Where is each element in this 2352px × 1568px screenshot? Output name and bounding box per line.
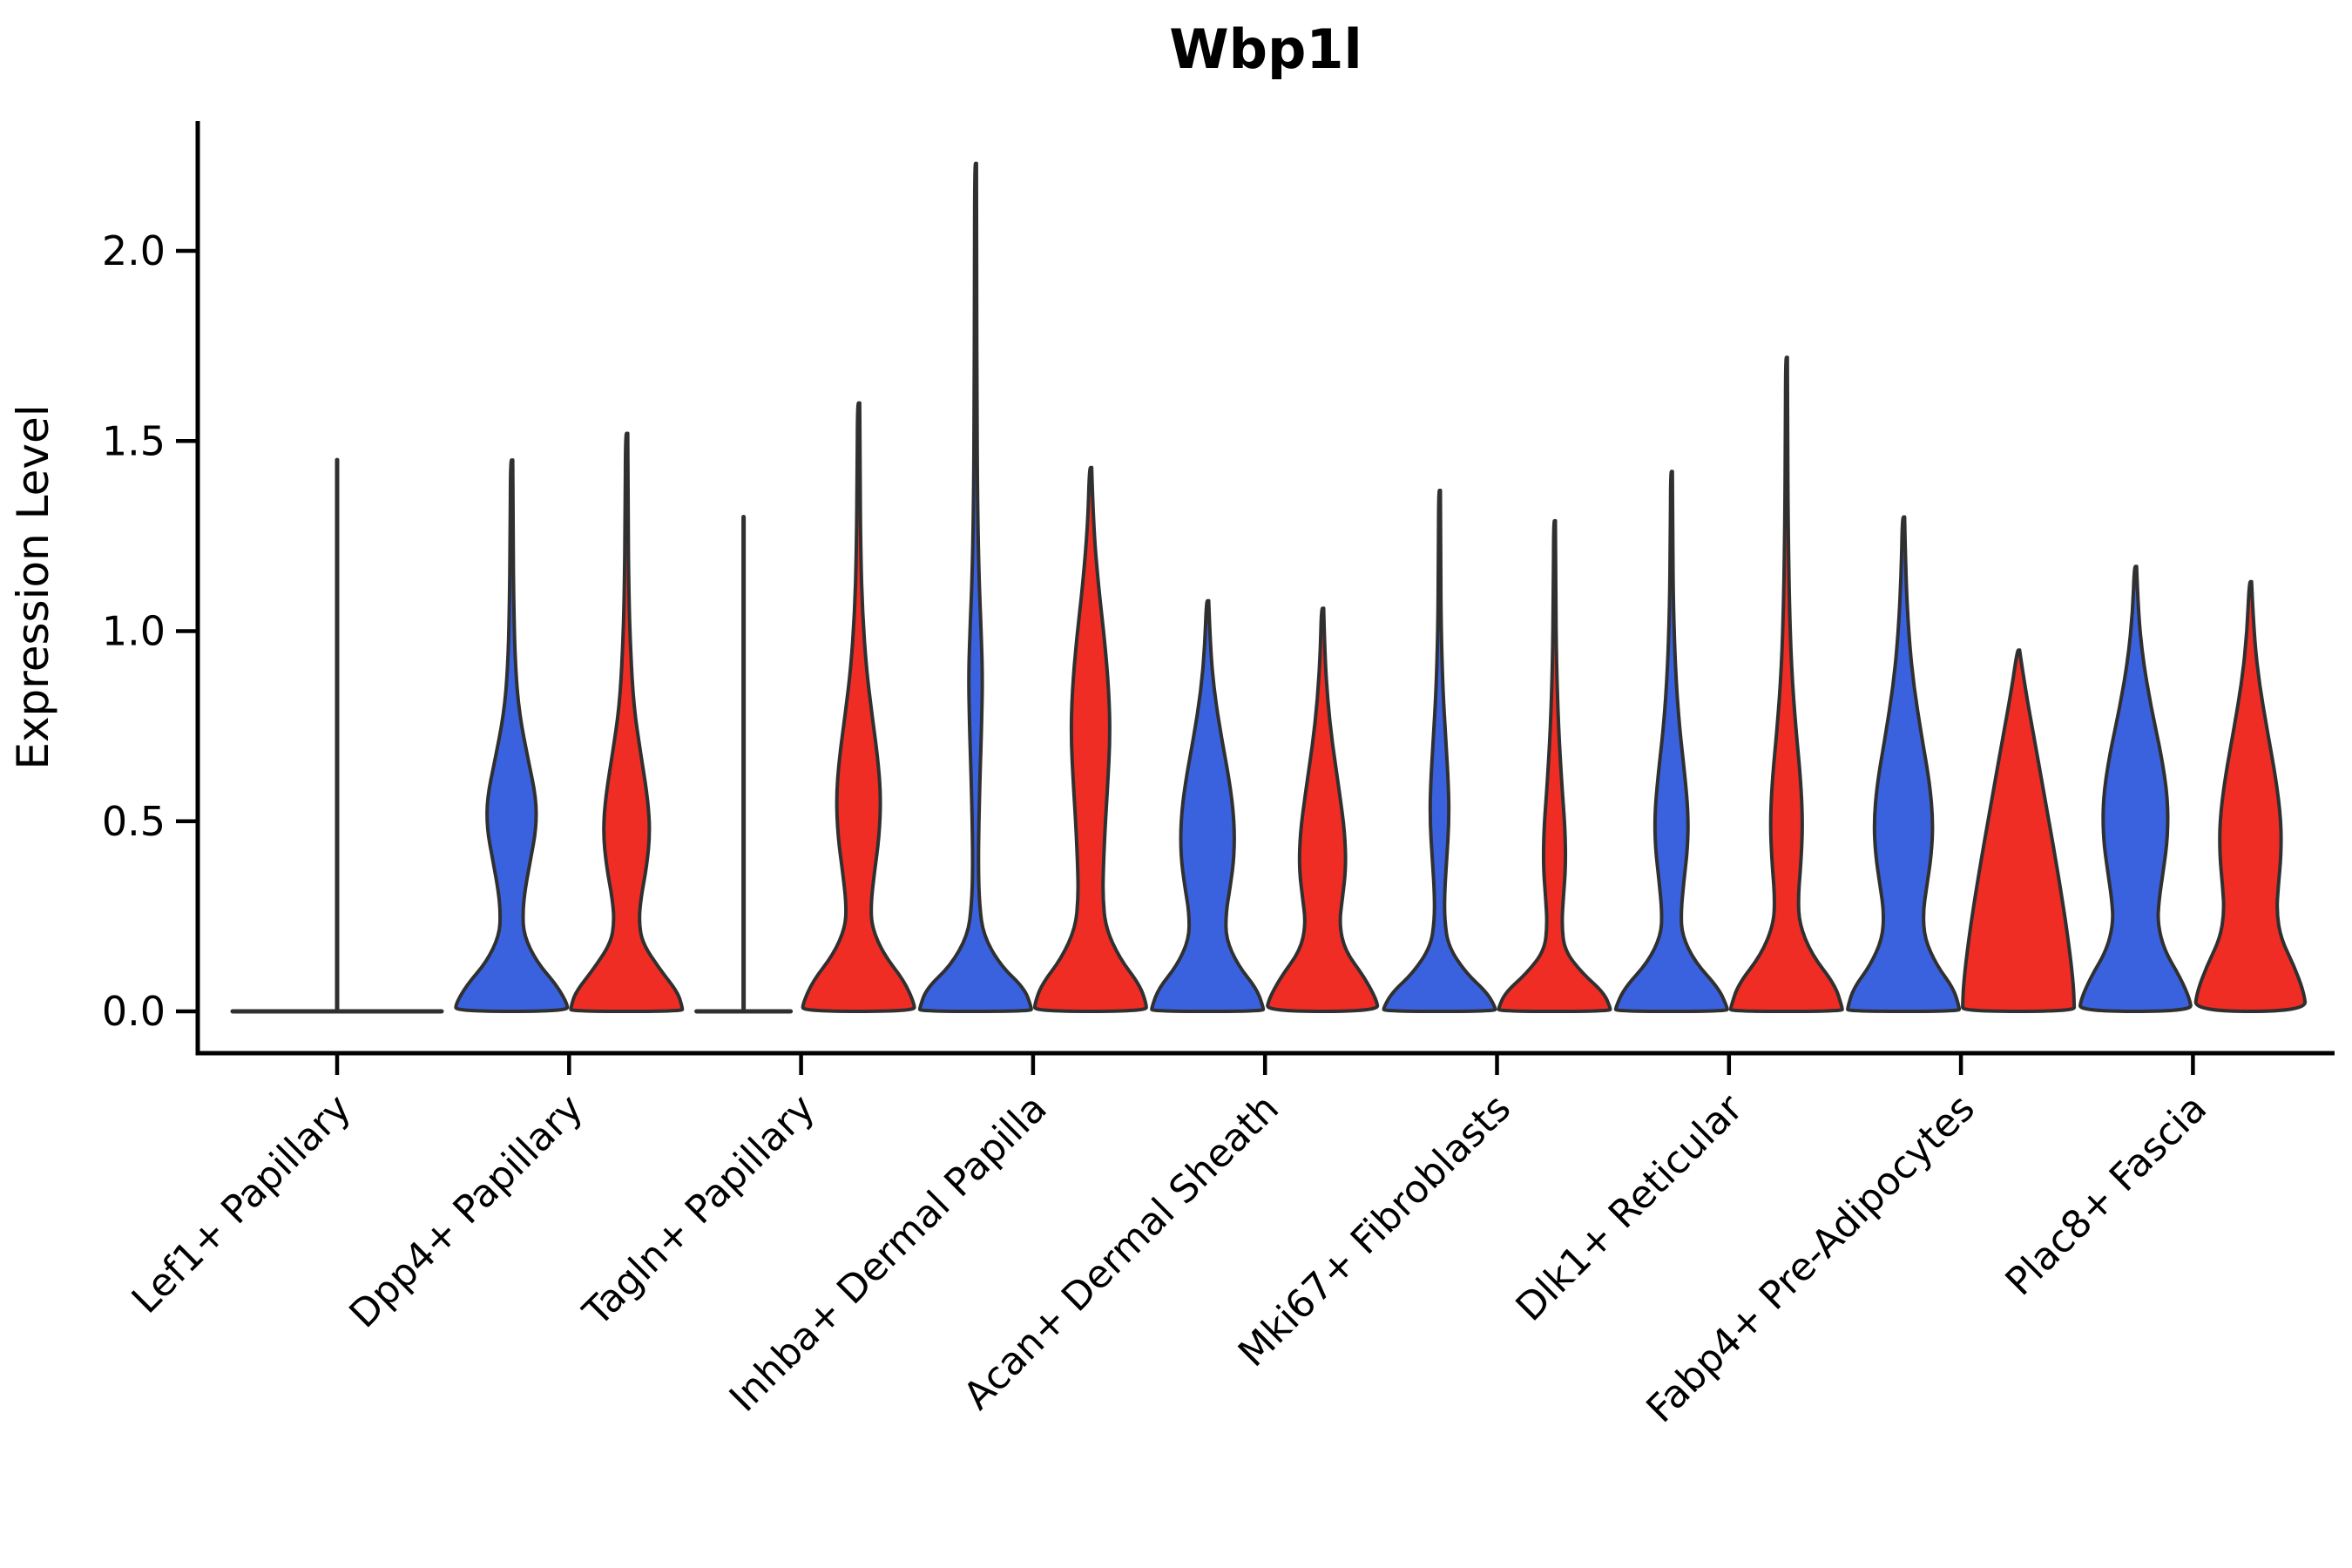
violin-blue	[1150, 598, 1266, 1013]
y-tick-label: 2.0	[102, 227, 166, 274]
x-tick-label: Plac8+ Fascia	[1997, 1086, 2216, 1305]
violin-pair-2	[454, 431, 685, 1013]
violin-red	[1266, 606, 1380, 1013]
x-tick-label: Dlk1+ Reticular	[1508, 1085, 1753, 1330]
y-tick-label: 0.0	[102, 988, 166, 1035]
violin-red	[1961, 648, 2077, 1013]
violin-blue	[1382, 489, 1497, 1013]
y-tick-label: 1.0	[102, 608, 166, 655]
violin-blue	[2078, 564, 2193, 1013]
x-tick-label: Dpp4+ Papillary	[341, 1086, 591, 1337]
violin-red	[2193, 579, 2308, 1013]
x-tick-label: Lef1+ Papillary	[124, 1086, 360, 1322]
violin-red	[1728, 355, 1844, 1013]
violin-pair-3	[694, 401, 916, 1014]
violin-blue	[1846, 515, 1962, 1013]
y-axis-label: Expression Level	[8, 404, 58, 769]
violin-pair-8	[1846, 515, 2077, 1013]
violin-blue	[1613, 470, 1729, 1013]
violin-red	[1497, 518, 1612, 1013]
violin-blue	[454, 458, 570, 1013]
violin-group	[230, 161, 2308, 1014]
violin-pair-5	[1150, 598, 1380, 1013]
violin-pair-9	[2078, 564, 2308, 1013]
violin-pair-7	[1613, 355, 1844, 1013]
chart-title: Wbp1l	[1169, 17, 1362, 81]
violin-pair-6	[1382, 489, 1612, 1013]
y-tick-label: 0.5	[102, 798, 166, 845]
y-tick-label: 1.5	[102, 417, 166, 464]
violin-red	[569, 431, 685, 1013]
violin-red	[1032, 465, 1148, 1013]
y-axis: 0.0 0.5 1.0 1.5 2.0	[102, 227, 198, 1035]
x-tick-label: Tagln+ Papillary	[574, 1086, 823, 1335]
violin-blue	[917, 161, 1033, 1013]
violin-red	[801, 401, 916, 1013]
violin-pair-1	[230, 457, 444, 1014]
violin-pair-4	[917, 161, 1148, 1013]
